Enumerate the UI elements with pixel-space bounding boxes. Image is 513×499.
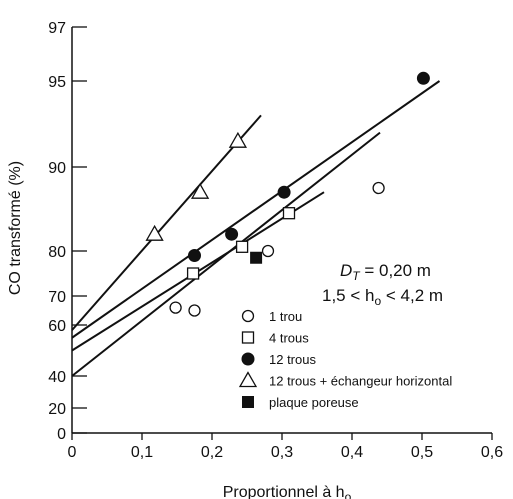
data-point-filled-circle [416,71,430,85]
data-point-open-triangle [145,224,164,241]
legend-marker-filled-square [242,396,254,408]
legend-entry: 12 trous + échangeur horizontal [238,371,452,389]
x-axis-title-main: Proportionnel à h [223,484,345,499]
annotation-dt: D [340,261,352,280]
fit-lines [71,80,441,377]
data-point-open-square [235,240,249,253]
annotation-range-sub: o [374,294,381,308]
y-tick-label: 70 [48,289,66,306]
data-point-open-circle [169,301,182,314]
annotation-line-1: DT = 0,20 m [340,261,431,283]
legend-label: 1 trou [269,309,302,324]
data-point-open-triangle [228,131,248,148]
legend-marker-open-triangle [238,371,258,388]
annotation: DT = 0,20 m 1,5 < ho < 4,2 m [322,261,443,308]
data-points [145,71,430,317]
y-tick-label: 20 [48,401,66,418]
y-tick-label: 0 [57,426,66,443]
y-tick-label: 90 [48,160,66,177]
fit-line-open-triangle [71,114,262,331]
annotation-dt-sub: T [352,269,361,283]
x-tick-label: 0,3 [271,444,293,461]
annotation-line-2: 1,5 < ho < 4,2 m [322,286,443,308]
legend-marker-open-square [241,331,255,344]
legend-entry: 1 trou [241,309,302,324]
legend: 1 trou 4 trous 12 trous 12 trous + échangeu… [238,309,452,410]
data-point-filled-circle [225,227,239,241]
data-point-open-square [282,207,296,220]
legend-label: 12 trous [269,352,316,367]
axes: 0 20 40 60 70 80 90 95 97 0 0,1 0,2 0,3 0,4 0,5 0,6 [48,20,503,461]
data-point-open-circle [188,304,201,317]
x-tick-label: 0 [68,444,77,461]
legend-entry: plaque poreuse [242,395,359,410]
data-point-open-square [186,267,200,280]
y-tick-label: 60 [48,318,66,335]
y-tick-label: 40 [48,369,66,386]
annotation-dt-value: = 0,20 m [360,261,431,280]
x-tick-label: 0,2 [201,444,223,461]
legend-marker-open-circle [241,309,255,323]
y-axis-title: CO transformé (%) [7,161,24,295]
data-point-open-circle [372,181,385,195]
x-tick-label: 0,4 [341,444,363,461]
fit-line-filled-circle [71,80,441,339]
legend-marker-filled-circle [241,352,255,366]
legend-entry: 12 trous [241,352,316,367]
legend-label: 4 trous [269,331,309,346]
data-point-open-triangle [190,182,210,199]
y-tick-label: 80 [48,244,66,261]
legend-label: 12 trous + échangeur horizontal [269,374,452,389]
legend-label: plaque poreuse [269,395,359,410]
legend-rows: 1 trou 4 trous 12 trous 12 trous + échangeu… [238,309,452,410]
data-point-filled-circle [188,249,201,262]
data-point-open-circle [261,244,275,258]
data-point-filled-square [250,251,263,264]
y-tick-label: 95 [48,74,66,91]
x-axis-title: Proportionnel à ho [223,484,352,499]
annotation-range-b: < 4,2 m [381,286,443,305]
y-tick-label: 97 [48,20,66,37]
x-tick-label: 0,1 [131,444,153,461]
annotation-range-a: 1,5 < h [322,286,374,305]
x-tick-label: 0,5 [411,444,433,461]
x-axis-title-sub: o [345,490,352,499]
data-point-filled-circle [277,185,291,199]
x-tick-label: 0,6 [481,444,503,461]
legend-entry: 4 trous [241,331,309,346]
